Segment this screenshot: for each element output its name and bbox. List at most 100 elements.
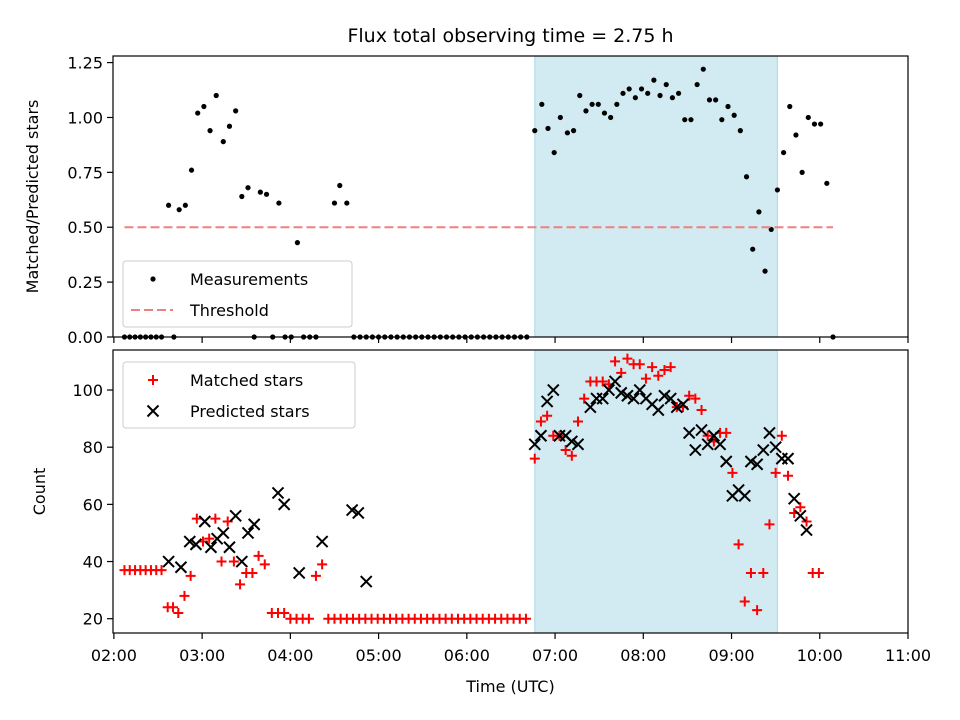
measurement-point	[743, 174, 750, 180]
measurement-point	[557, 114, 563, 121]
matched-star-point	[228, 556, 239, 567]
x-tick-label: 10:00	[797, 646, 843, 665]
legend-measurement-swatch	[150, 276, 156, 282]
measurement-point	[188, 167, 195, 173]
x-tick-label: 08:00	[620, 646, 666, 665]
matched-star-point	[303, 613, 314, 624]
predicted-star-point	[547, 383, 560, 397]
matched-star-point	[634, 359, 645, 370]
matched-star-point	[597, 376, 608, 387]
x-tick-label: 03:00	[179, 646, 225, 665]
measurement-point	[682, 117, 688, 123]
matched-star-point	[659, 365, 670, 376]
matched-star-point	[776, 430, 787, 441]
matched-star-point	[259, 559, 270, 570]
predicted-star-point	[198, 515, 211, 528]
ratio-panel: 0.00 0.25 0.50 0.75 1.00 1.25 Matched/Predicte…	[23, 54, 909, 347]
matched-star-point	[783, 470, 793, 481]
predicted-star-point	[701, 438, 714, 451]
y-tick-label: 0.50	[67, 218, 103, 237]
matched-star-point	[684, 390, 695, 401]
measurement-point	[719, 117, 725, 123]
matched-star-point	[520, 613, 531, 624]
matched-star-point	[696, 405, 707, 416]
measurement-point	[632, 95, 638, 101]
predicted-star-point	[670, 400, 684, 414]
matched-star-point	[247, 567, 258, 578]
measurement-point	[756, 209, 762, 215]
predicted-star-point	[800, 523, 813, 537]
measurement-point	[725, 103, 731, 110]
predicted-star-point	[204, 541, 218, 554]
measurement-point	[220, 139, 226, 145]
measurement-point	[294, 240, 301, 246]
measurement-point	[638, 86, 645, 92]
measurement-point	[551, 149, 557, 156]
measurement-point	[651, 77, 657, 83]
predicted-star-point	[658, 389, 671, 402]
y-axis-title: Count	[30, 468, 49, 516]
measurement-point	[706, 97, 713, 103]
matched-star-point	[622, 353, 633, 364]
measurement-point	[182, 202, 188, 208]
matched-star-point	[665, 362, 676, 373]
legend-entry-label: Matched stars	[190, 371, 303, 390]
measurement-point	[645, 90, 651, 96]
measurement-point	[564, 130, 571, 136]
matched-star-point	[156, 565, 167, 576]
y-tick-label: 80	[83, 438, 103, 457]
measurement-point	[257, 189, 263, 195]
predicted-star-point	[247, 518, 261, 531]
y-tick-label: 0.00	[67, 328, 103, 347]
axes-frame	[112, 55, 909, 338]
matched-star-point	[579, 393, 590, 404]
measurement-point	[165, 202, 172, 208]
predicted-star-point	[664, 392, 677, 405]
predicted-star-point	[162, 555, 175, 568]
matched-star-point	[721, 427, 732, 438]
measurement-point	[774, 187, 781, 193]
predicted-star-point	[713, 438, 727, 451]
matched-star-point	[813, 567, 824, 578]
measurement-point	[213, 92, 219, 99]
x-tick-label: 06:00	[444, 646, 490, 665]
predicted-star-point	[794, 509, 807, 523]
predicted-star-point	[608, 375, 622, 388]
predicted-star-point	[627, 392, 640, 405]
measurement-point	[176, 207, 182, 213]
measurement-point	[818, 121, 824, 127]
predicted-star-point	[720, 455, 733, 468]
legend-matched-swatch	[148, 375, 158, 385]
measurement-point	[233, 108, 239, 114]
measurement-point	[762, 268, 768, 274]
measurement-point	[239, 193, 245, 200]
predicted-star-point	[217, 526, 230, 540]
matched-star-point	[235, 579, 246, 590]
matched-star-point	[216, 556, 227, 567]
predicted-star-point	[621, 389, 634, 402]
measurement-point	[201, 103, 207, 110]
matched-star-point	[733, 539, 744, 550]
matched-star-point	[566, 450, 577, 461]
measurement-point	[731, 112, 737, 118]
matched-star-point	[758, 567, 769, 578]
predicted-star-point	[183, 535, 196, 548]
predicted-star-point	[781, 452, 795, 465]
y-tick-label: 20	[83, 610, 103, 629]
matched-star-point	[752, 605, 763, 616]
matched-star-point	[279, 607, 290, 618]
chart-title: Flux total observing time = 2.75 h	[347, 25, 673, 47]
predicted-star-point	[229, 509, 242, 523]
matched-star-point	[317, 559, 328, 570]
measurement-point	[245, 185, 251, 191]
predicted-star-point	[652, 403, 665, 417]
predicted-star-point	[775, 452, 789, 465]
legend-predicted-swatch	[146, 404, 160, 418]
predicted-star-point	[189, 538, 203, 551]
measurement-point	[626, 86, 632, 92]
predicted-star-point	[223, 541, 236, 554]
y-tick-label: 1.25	[67, 54, 103, 73]
predicted-star-point	[676, 398, 690, 411]
matched-star-point	[310, 570, 321, 581]
measurement-point	[570, 128, 577, 134]
